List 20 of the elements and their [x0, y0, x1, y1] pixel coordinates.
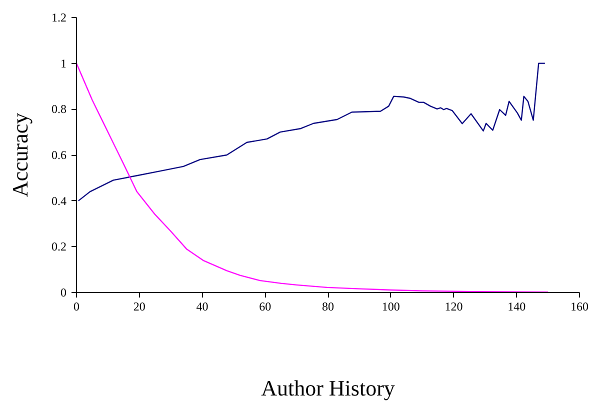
y-tick-label: 0.2 — [52, 240, 66, 254]
x-tick-label: 120 — [444, 300, 463, 314]
y-axis-title: Accuracy — [8, 112, 32, 198]
x-axis-title: Author History — [261, 376, 395, 400]
x-tick-label: 40 — [196, 300, 208, 314]
y-tick-label: 0.8 — [52, 102, 66, 116]
x-tick-label: 60 — [259, 300, 272, 314]
x-tick-label: 100 — [382, 300, 400, 314]
x-tick-label: 0 — [74, 300, 80, 314]
line-series — [78, 62, 546, 202]
y-tick-label: 0.6 — [52, 148, 66, 162]
line-series — [76, 62, 549, 292]
x-tick-label: 20 — [133, 300, 146, 314]
y-tick-label: 0.4 — [52, 194, 66, 208]
x-tick-label: 160 — [570, 300, 588, 314]
y-tick-label: 1.2 — [52, 10, 66, 24]
y-tick-label: 1 — [60, 56, 66, 70]
x-tick-label: 80 — [322, 300, 334, 314]
x-tick-label: 140 — [508, 300, 526, 314]
y-tick-label: 0 — [60, 286, 66, 300]
